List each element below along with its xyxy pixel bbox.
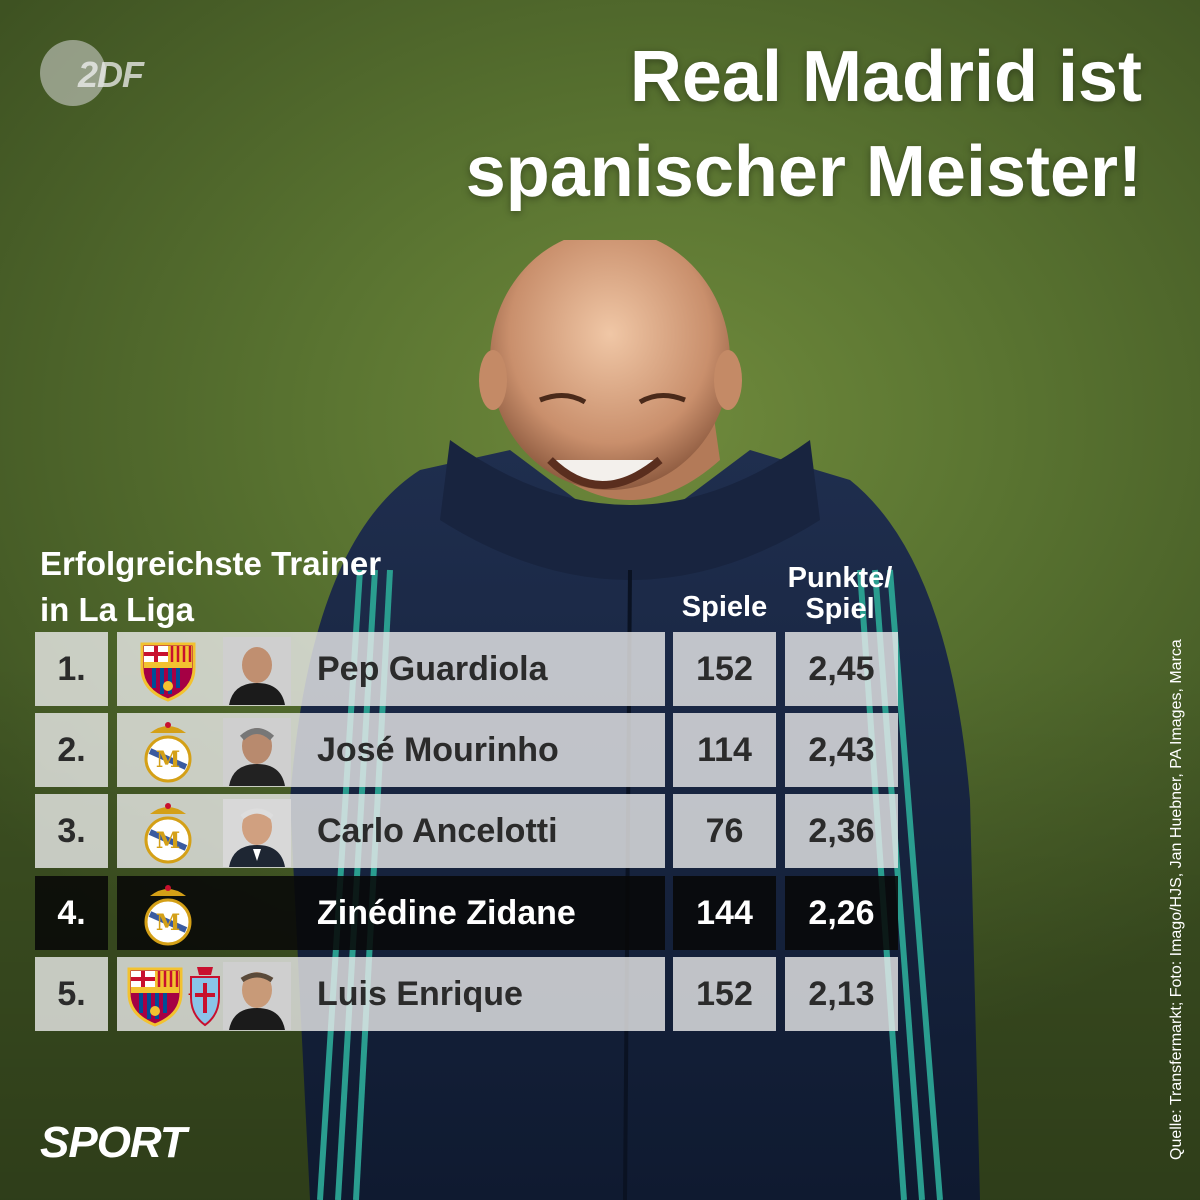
headline-line-2: spanischer Meister!	[465, 132, 1142, 212]
points-per-game: 2,36	[785, 794, 898, 868]
column-header-ppg-line-2: Spiel	[805, 593, 875, 625]
games-count: 76	[673, 794, 776, 868]
rank: 2.	[35, 713, 108, 787]
logo-text: 2DF	[78, 54, 144, 95]
coach-name: Carlo Ancelotti	[117, 794, 665, 868]
fc-barcelona-crest-icon	[127, 967, 183, 1027]
zdf-logo: 2DF	[40, 40, 144, 106]
coach-name: Zinédine Zidane	[117, 876, 665, 950]
real-madrid-crest-icon: M	[144, 885, 192, 946]
coach-name: José Mourinho	[117, 713, 665, 787]
games-count: 114	[673, 713, 776, 787]
coach-portrait-icon	[223, 718, 291, 786]
points-per-game: 2,43	[785, 713, 898, 787]
coach-portrait-icon	[223, 799, 291, 867]
table-title: Erfolgreichste Trainer in La Liga	[40, 541, 381, 633]
column-header-ppg: Punkte/ Spiel	[780, 563, 900, 625]
svg-text:M: M	[156, 747, 180, 773]
headline-line-1: Real Madrid ist	[629, 37, 1142, 117]
column-header-games: Spiele	[681, 591, 768, 623]
coach-portrait-icon	[223, 637, 291, 705]
coach-portrait-icon	[223, 962, 291, 1030]
real-madrid-crest-icon: M	[144, 722, 192, 783]
rank: 3.	[35, 794, 108, 868]
source-credit: Quelle: Transfermarkt; Foto: Imago/HJS, …	[1168, 639, 1185, 1160]
svg-text:M: M	[156, 828, 180, 854]
points-per-game: 2,45	[785, 632, 898, 706]
coach-name: Pep Guardiola	[117, 632, 665, 706]
games-count: 144	[673, 876, 776, 950]
games-count: 152	[673, 957, 776, 1031]
section-label: SPORT	[40, 1118, 187, 1167]
logo-circle-icon	[40, 40, 106, 106]
rank: 5.	[35, 957, 108, 1031]
headline: Real Madrid ist spanischer Meister!	[466, 30, 1142, 220]
real-madrid-crest-icon: M	[144, 803, 192, 864]
games-count: 152	[673, 632, 776, 706]
rank: 1.	[35, 632, 108, 706]
svg-text:M: M	[156, 910, 180, 936]
rank: 4.	[35, 876, 108, 950]
celta-vigo-crest-icon	[190, 967, 220, 1027]
column-header-ppg-line-1: Punkte/	[787, 562, 893, 594]
fc-barcelona-crest-icon	[140, 642, 196, 702]
table-title-line-1: Erfolgreichste Trainer	[40, 545, 382, 582]
points-per-game: 2,26	[785, 876, 898, 950]
points-per-game: 2,13	[785, 957, 898, 1031]
table-title-line-2: in La Liga	[40, 591, 195, 628]
